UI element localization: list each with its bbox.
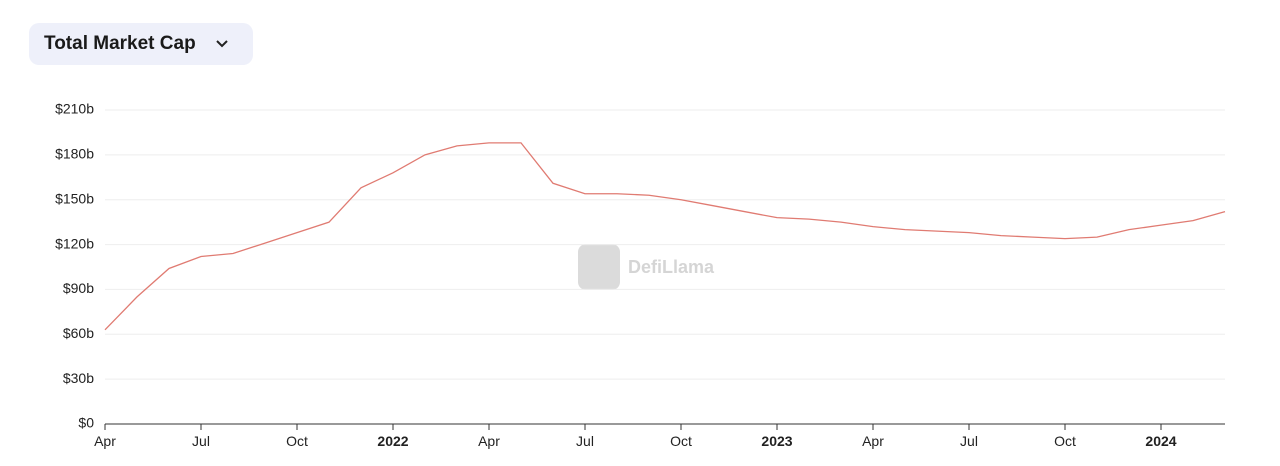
metric-selector[interactable]: Total Market Cap xyxy=(29,23,253,65)
selector-label: Total Market Cap xyxy=(44,33,196,54)
y-tick-label: $60b xyxy=(63,325,94,341)
y-tick-label: $0 xyxy=(78,415,94,431)
x-tick-label: 2024 xyxy=(1145,433,1176,449)
x-tick-label: Oct xyxy=(670,433,692,449)
x-tick-label: Oct xyxy=(286,433,308,449)
y-tick-label: $30b xyxy=(63,370,94,386)
y-tick-label: $150b xyxy=(55,190,94,206)
x-tick-label: Jul xyxy=(192,433,210,449)
x-tick-label: Jul xyxy=(576,433,594,449)
y-tick-label: $120b xyxy=(55,235,94,251)
x-tick-label: 2022 xyxy=(377,433,408,449)
x-tick-label: 2023 xyxy=(761,433,792,449)
x-tick-label: Jul xyxy=(960,433,978,449)
x-tick-label: Apr xyxy=(478,433,500,449)
chevron xyxy=(215,40,228,48)
y-tick-label: $180b xyxy=(55,146,94,162)
x-tick-label: Apr xyxy=(862,433,884,449)
watermark: DefiLlama xyxy=(578,244,715,290)
series-line xyxy=(104,142,1226,331)
y-tick-label: $90b xyxy=(63,280,94,296)
watermark-text: DefiLlama xyxy=(628,257,715,277)
x-tick-label: Apr xyxy=(94,433,116,449)
x-tick-label: Oct xyxy=(1054,433,1076,449)
y-tick-label: $210b xyxy=(55,101,94,117)
